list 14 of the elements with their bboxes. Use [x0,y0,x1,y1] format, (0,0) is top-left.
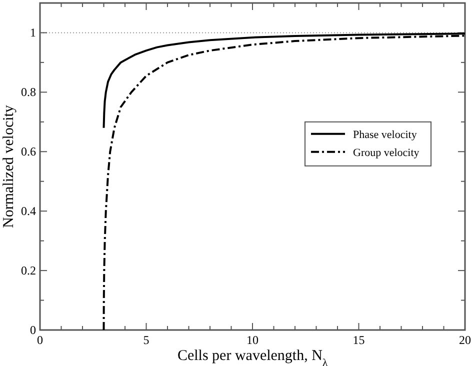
legend-label: Phase velocity [353,128,418,141]
y-axis-title: Normalized velocity [1,104,17,228]
y-tick-label: 0 [30,323,36,337]
legend-label: Group velocity [353,146,420,159]
y-tick-label: 1 [30,26,36,40]
y-tick-label: 0.2 [21,264,36,278]
y-tick-label: 0.4 [21,204,36,218]
y-tick-label: 0.8 [21,85,36,100]
y-tick-label: 0.6 [21,144,36,159]
x-axis-title: Cells per wavelength, N$_{λ}$ [177,348,328,366]
x-tick-label: 5 [143,333,150,347]
x-tick-label: 15 [352,333,365,347]
x-tick-label: 20 [459,333,471,347]
x-tick-label: 10 [246,333,258,347]
